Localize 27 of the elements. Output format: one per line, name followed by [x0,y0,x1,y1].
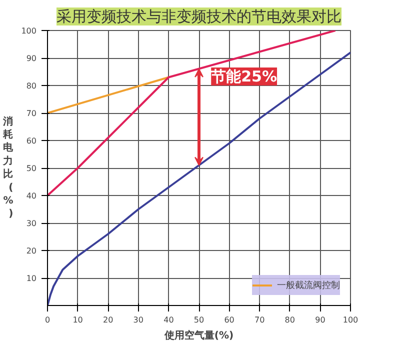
y-tick-label: 50 [26,164,37,173]
x-tick-label: 20 [103,316,114,324]
legend-label: 一般截流阀控制 [277,280,340,292]
x-tick-label: 80 [284,316,295,324]
x-tick-label: 30 [133,316,144,324]
chart-title: 采用变频技术与非变频技术的节电效果对比 [56,8,342,26]
y-tick-label: 20 [26,246,37,256]
x-tick-label: 0 [44,316,50,324]
annotation: 节能25% [210,68,278,86]
x-tick-label: 50 [194,316,204,324]
line-series [48,30,336,196]
y-tick-label: 80 [26,82,37,90]
x-tick-label: 70 [254,316,265,324]
y-tick-label: 60 [26,136,37,146]
x-tick-label: 100 [342,316,358,324]
y-tick-label: 10 [26,274,37,283]
y-axis-title: 消耗电力比(%) [2,115,14,220]
y-tick-label: 90 [26,54,37,63]
y-tick-label: 70 [26,109,37,118]
y-tick-label: 100 [21,26,37,36]
x-axis-title: 使用空气量(%) [163,330,234,342]
x-tick-label: 60 [224,316,234,324]
x-tick-label: 10 [72,316,83,324]
x-tick-label: 90 [315,316,326,324]
x-tick-label: 40 [164,316,174,324]
y-tick-label: 40 [26,192,37,200]
y-tick-label: 30 [26,219,37,228]
